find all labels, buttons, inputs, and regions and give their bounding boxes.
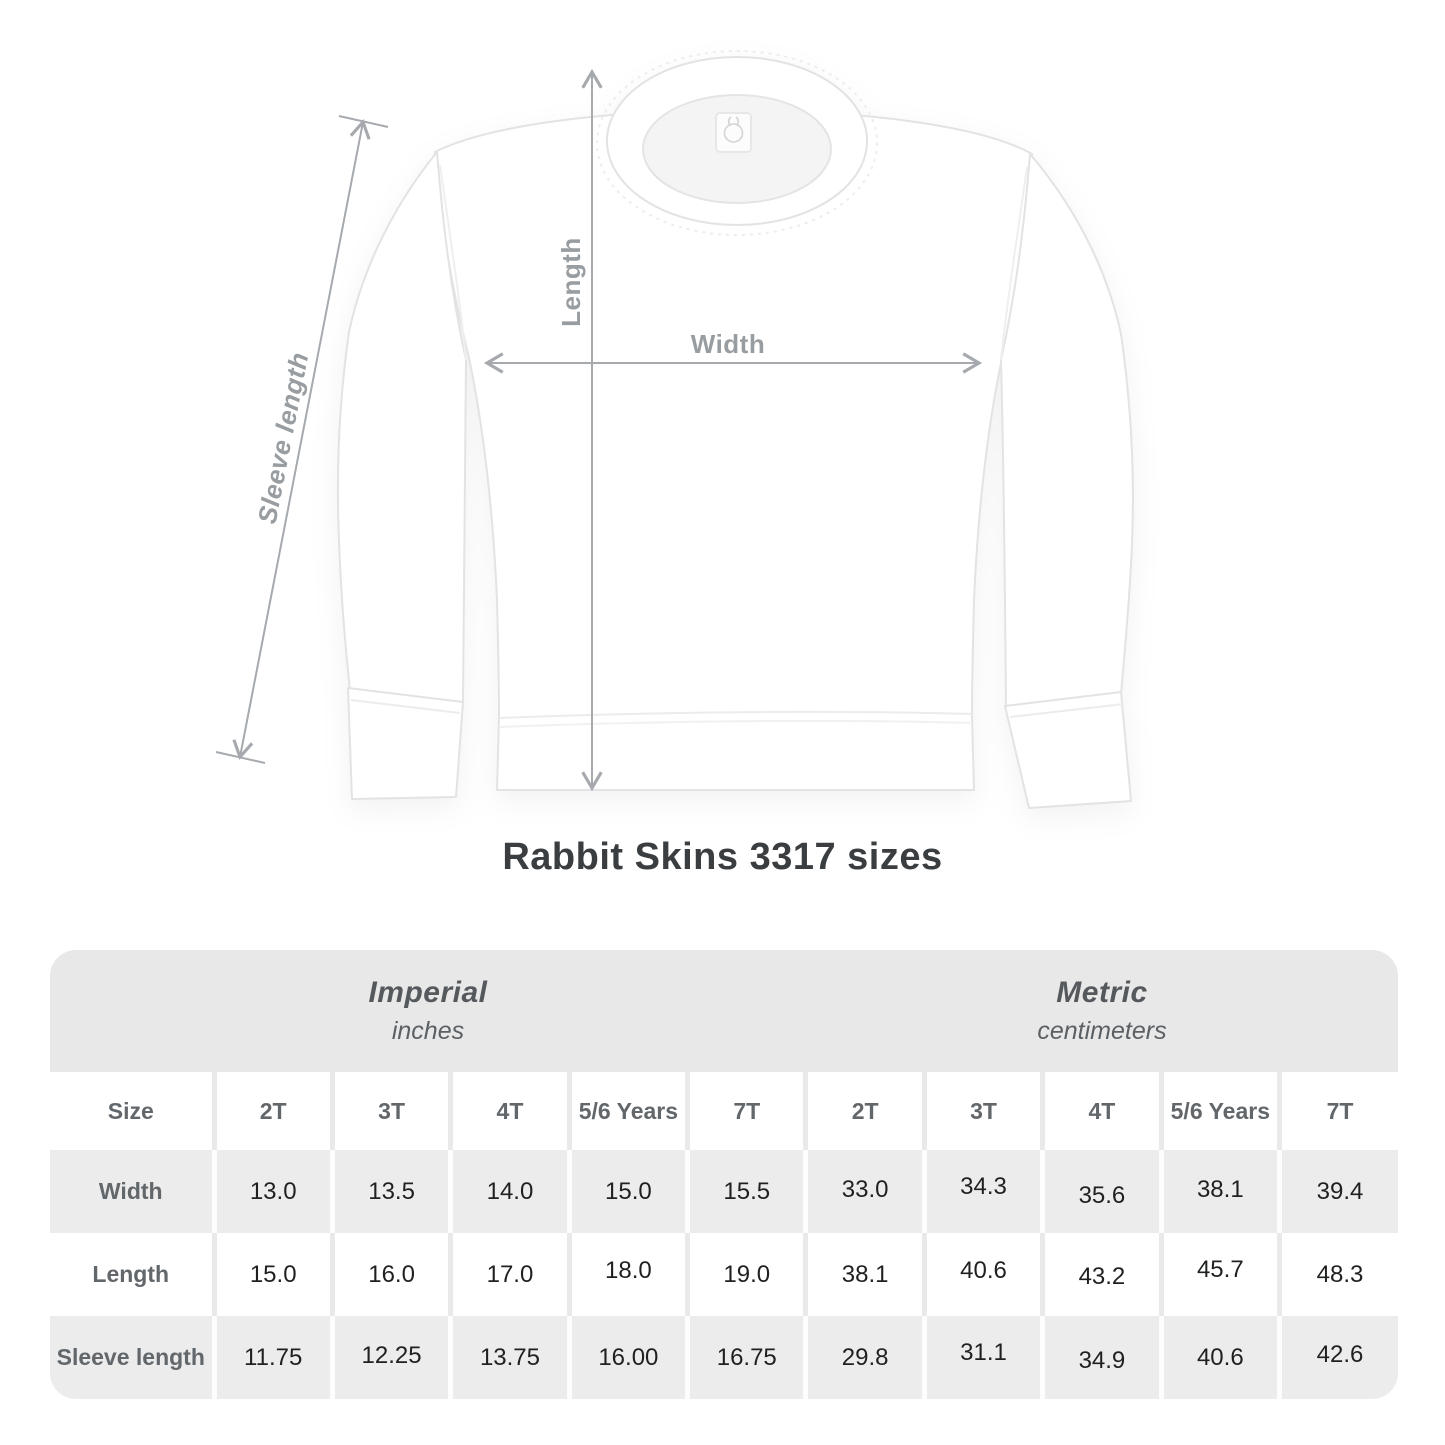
size-value: 34.9 [1040, 1316, 1162, 1399]
size-header: Size [50, 1072, 214, 1150]
unit-group-imperial: Imperial inches [50, 950, 806, 1072]
table-row-sleeve-length: Sleeve length 11.75 12.25 13.75 16.00 16… [50, 1316, 1398, 1399]
width-label: Width [690, 329, 766, 359]
sweatshirt-size-diagram: Sleeve length Length Width [215, 50, 1134, 809]
size-value: 13.0 [211, 1150, 333, 1233]
size-value: 31.1 [921, 1316, 1043, 1399]
column-header-row: Size 2T 3T 4T 5/6 Years 7T 2T 3T 4T 5/6 … [50, 1072, 1398, 1150]
col-header: 7T [685, 1072, 806, 1150]
neck-tag-rabbit-logo-icon [715, 112, 752, 153]
metric-label: Metric [1056, 976, 1148, 1009]
col-header: 7T [1277, 1072, 1398, 1150]
size-value: 19.0 [685, 1233, 806, 1316]
size-value: 40.6 [1158, 1316, 1280, 1399]
left-cuff [347, 687, 464, 800]
size-value: 33.0 [803, 1150, 925, 1233]
size-value: 48.3 [1277, 1233, 1398, 1316]
size-value: 16.00 [566, 1316, 688, 1399]
size-value: 13.5 [329, 1150, 451, 1233]
size-value: 15.0 [566, 1150, 688, 1233]
col-header: 2T [211, 1072, 333, 1150]
col-header: 4T [1040, 1072, 1162, 1150]
size-value: 18.0 [566, 1233, 688, 1316]
right-cuff [1004, 691, 1132, 809]
size-value: 11.75 [211, 1316, 333, 1399]
size-value: 43.2 [1040, 1233, 1162, 1316]
unit-group-metric: Metric centimeters [805, 950, 1398, 1072]
page-title: Rabbit Skins 3317 sizes [502, 836, 943, 878]
row-header: Sleeve length [50, 1316, 214, 1399]
imperial-label: Imperial [368, 976, 488, 1009]
col-header: 3T [329, 1072, 451, 1150]
col-header: 3T [921, 1072, 1043, 1150]
metric-unit-label: centimeters [1037, 1017, 1167, 1045]
row-header: Length [50, 1233, 214, 1316]
size-value: 12.25 [329, 1316, 451, 1399]
size-value: 45.7 [1158, 1233, 1280, 1316]
size-table: Imperial inches Metric centimeters Size … [50, 950, 1398, 1399]
size-table-card: Imperial inches Metric centimeters Size … [50, 950, 1398, 1399]
size-value: 35.6 [1040, 1150, 1162, 1233]
size-value: 29.8 [803, 1316, 925, 1399]
size-value: 34.3 [921, 1150, 1043, 1233]
size-value: 38.1 [1158, 1150, 1280, 1233]
size-value: 16.75 [685, 1316, 806, 1399]
size-value: 39.4 [1277, 1150, 1398, 1233]
sleeve-arrow-bottom-tick [215, 751, 266, 764]
col-header: 2T [803, 1072, 925, 1150]
size-value: 13.75 [448, 1316, 570, 1399]
right-sleeve [1000, 153, 1134, 709]
unit-group-row: Imperial inches Metric centimeters [50, 950, 1398, 1072]
sweatshirt-svg [215, 50, 1134, 809]
length-label: Length [556, 237, 586, 327]
size-value: 38.1 [803, 1233, 925, 1316]
dimension-arrows [215, 68, 983, 792]
col-header: 5/6 Years [566, 1072, 688, 1150]
table-row-length: Length 15.0 16.0 17.0 18.0 19.0 38.1 40.… [50, 1233, 1398, 1316]
col-header: 5/6 Years [1158, 1072, 1280, 1150]
size-value: 15.5 [685, 1150, 806, 1233]
sleeve-arrow-top-tick [338, 115, 389, 128]
row-header: Width [50, 1150, 214, 1233]
sleeve-length-arrow [232, 118, 371, 761]
size-value: 14.0 [448, 1150, 570, 1233]
imperial-unit-label: inches [391, 1017, 465, 1045]
size-value: 16.0 [329, 1233, 451, 1316]
col-header: 4T [448, 1072, 570, 1150]
sweatshirt-illustration [336, 50, 1134, 809]
size-value: 42.6 [1277, 1316, 1398, 1399]
table-row-width: Width 13.0 13.5 14.0 15.0 15.5 33.0 34.3… [50, 1150, 1398, 1233]
size-value: 17.0 [448, 1233, 570, 1316]
size-value: 40.6 [921, 1233, 1043, 1316]
size-value: 15.0 [211, 1233, 333, 1316]
